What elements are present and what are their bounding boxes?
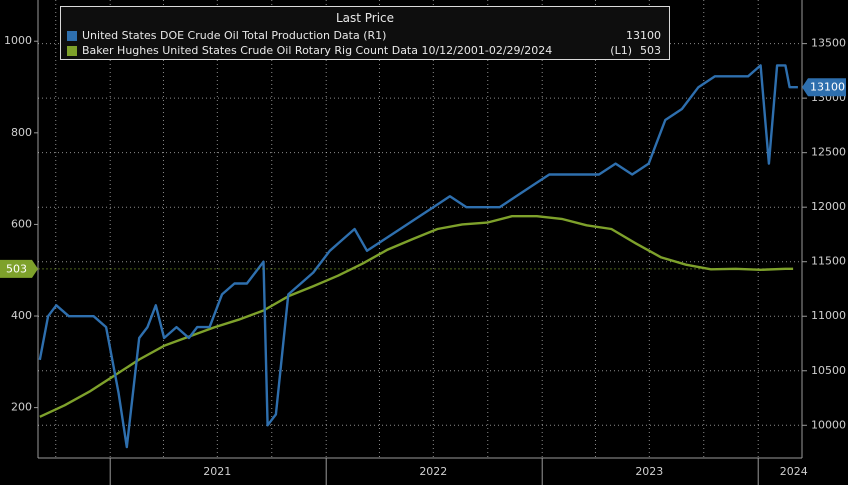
left-axis-tick-label: 1000 xyxy=(4,34,32,47)
series-line-rigs xyxy=(39,214,794,418)
production-last-value-tag xyxy=(802,78,846,97)
left-axis-tick-label: 800 xyxy=(11,126,32,139)
x-axis-tick-label: 2024 xyxy=(780,465,808,478)
x-axis-tick-label: 2023 xyxy=(635,465,663,478)
legend-box: Last Price United States DOE Crude Oil T… xyxy=(60,6,670,60)
legend-value-production: 13100 xyxy=(626,29,661,42)
right-axis-tick-label: 10500 xyxy=(811,364,846,377)
legend-entry-production: United States DOE Crude Oil Total Produc… xyxy=(67,29,661,43)
right-axis-tick-label: 10000 xyxy=(811,418,846,431)
left-axis-tick-label: 200 xyxy=(11,401,32,414)
rigs-last-value-tag-label: 503 xyxy=(6,262,27,275)
legend-label-production: United States DOE Crude Oil Total Produc… xyxy=(82,29,387,42)
legend-header: Last Price xyxy=(335,11,395,25)
right-axis-tick-label: 11500 xyxy=(811,255,846,268)
legend-value-rigs: 503 xyxy=(640,44,661,57)
right-axis-tick-label: 12000 xyxy=(811,200,846,213)
right-axis-tick-label: 13500 xyxy=(811,37,846,50)
series-line-production xyxy=(38,64,798,449)
production-last-value-tag-label: 13100 xyxy=(810,81,845,94)
legend-axis-tag-rigs: (L1) xyxy=(610,44,632,57)
x-axis-tick-label: 2021 xyxy=(203,465,231,478)
right-axis-tick-label: 12500 xyxy=(811,146,846,159)
legend-swatch-production xyxy=(67,31,77,41)
x-axis-tick-label: 2022 xyxy=(419,465,447,478)
right-axis-tick-label: 11000 xyxy=(811,309,846,322)
legend-entry-rigs: Baker Hughes United States Crude Oil Rot… xyxy=(67,44,661,58)
rigs-last-value-tag xyxy=(0,259,38,278)
left-axis-tick-label: 400 xyxy=(11,309,32,322)
legend-label-rigs: Baker Hughes United States Crude Oil Rot… xyxy=(82,44,553,57)
legend-swatch-rigs xyxy=(67,46,77,56)
left-axis-tick-label: 600 xyxy=(11,217,32,230)
